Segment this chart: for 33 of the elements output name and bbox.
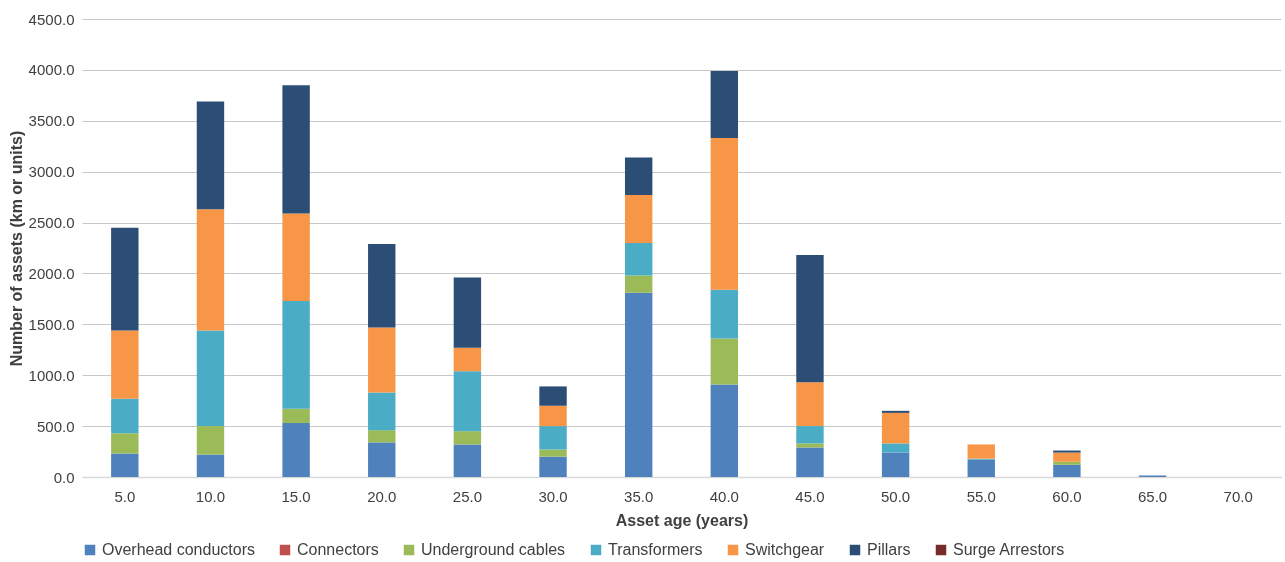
x-tick-label: 40.0 — [709, 487, 739, 505]
y-tick-label: 3000.0 — [28, 163, 75, 181]
legend-label: Switchgear — [745, 541, 825, 558]
legend-label: Underground cables — [421, 541, 566, 558]
x-tick-label: 70.0 — [1223, 487, 1253, 505]
y-tick-label: 3500.0 — [28, 112, 75, 130]
x-tick-label: 20.0 — [367, 487, 397, 505]
x-tick-label: 65.0 — [1137, 487, 1168, 505]
x-tick-label: 30.0 — [538, 487, 568, 505]
y-axis-title: Number of assets (km or units) — [7, 130, 25, 367]
y-tick-label: 4000.0 — [28, 61, 75, 79]
y-tick-label: 2000.0 — [28, 264, 75, 282]
x-tick-label: 25.0 — [452, 487, 482, 505]
legend-label: Transformers — [608, 541, 703, 558]
x-axis-title: Asset age (years) — [615, 511, 749, 529]
y-tick-label: 0.0 — [53, 468, 75, 486]
y-tick-label: 500.0 — [36, 417, 75, 435]
y-tick-label: 1000.0 — [28, 366, 75, 384]
y-tick-label: 1500.0 — [28, 315, 75, 333]
x-tick-label: 55.0 — [966, 487, 996, 505]
x-tick-label: 60.0 — [1052, 487, 1082, 505]
y-tick-label: 4500.0 — [28, 10, 75, 28]
y-tick-label: 2500.0 — [28, 214, 75, 232]
x-tick-label: 5.0 — [114, 487, 136, 505]
legend-label: Connectors — [297, 541, 379, 558]
x-tick-label: 15.0 — [281, 487, 311, 505]
x-tick-label: 50.0 — [881, 487, 911, 505]
legend-label: Overhead conductors — [102, 541, 255, 558]
legend-label: Pillars — [867, 541, 911, 558]
legend-label: Surge Arrestors — [953, 541, 1065, 558]
x-tick-label: 45.0 — [795, 487, 825, 505]
x-tick-label: 10.0 — [195, 487, 226, 505]
x-tick-label: 35.0 — [624, 487, 654, 505]
